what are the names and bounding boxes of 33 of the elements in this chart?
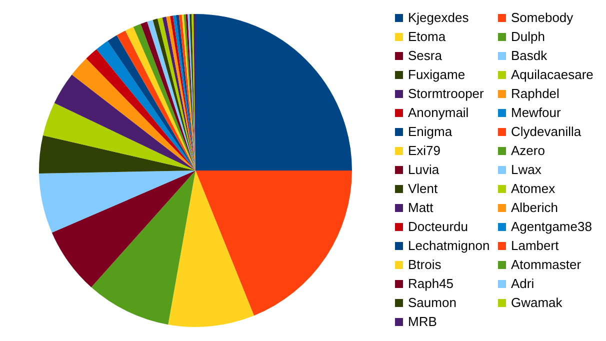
legend-label: Docteurdu (408, 219, 468, 234)
legend-label: Somebody (511, 10, 574, 25)
legend-label: Atommaster (511, 257, 582, 272)
legend-label: Raph45 (408, 276, 454, 291)
legend-label: Lechatmignon (408, 238, 490, 253)
legend-label: Dulph (511, 29, 545, 44)
legend-label: Lwax (511, 162, 542, 177)
legend-label: Fuxigame (408, 67, 466, 82)
legend-label: MRB (408, 314, 437, 329)
legend-label: Azero (511, 143, 545, 158)
legend-label: Vlent (408, 181, 438, 196)
legend-label: Exi79 (408, 143, 441, 158)
legend-label: Kjegexdes (408, 10, 469, 25)
legend-label: Saumon (408, 295, 456, 310)
legend-label: Etoma (408, 29, 446, 44)
legend-label: Matt (408, 200, 434, 215)
legend-label: Sesra (408, 48, 442, 63)
legend-label: Clydevanilla (511, 124, 582, 139)
legend-label: Lambert (511, 238, 559, 253)
legend-label: Atomex (511, 181, 556, 196)
legend-label: Stormtrooper (408, 86, 484, 101)
legend-label: Basdk (511, 48, 548, 63)
legend-label: Luvia (408, 162, 440, 177)
legend-label: Adri (511, 276, 534, 291)
legend-label: Anonymail (408, 105, 469, 120)
legend-label: Mewfour (511, 105, 561, 120)
legend-label: Enigma (408, 124, 452, 139)
legend-label: Raphdel (511, 86, 560, 101)
legend-label: Btrois (408, 257, 442, 272)
legend-label: Gwamak (511, 295, 562, 310)
legend-label: Alberich (511, 200, 558, 215)
legend-label: Aquilacaesare (511, 67, 594, 82)
legend-label: Agentgame38 (511, 219, 592, 234)
